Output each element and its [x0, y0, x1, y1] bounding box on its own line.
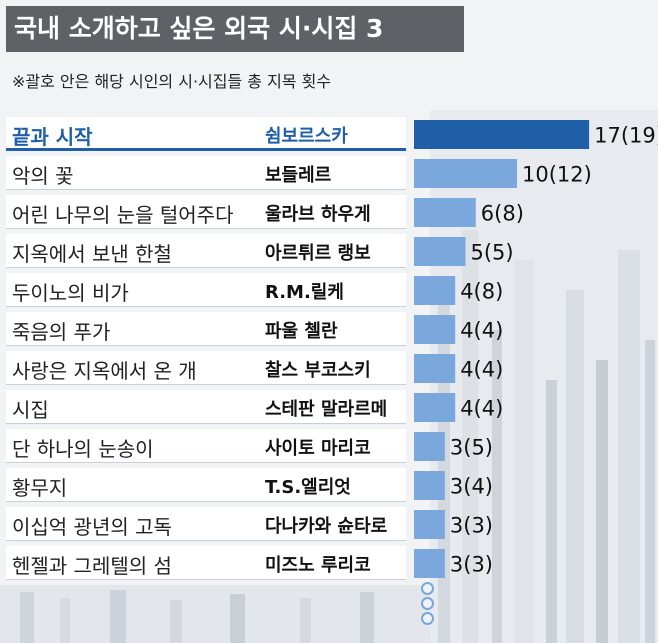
table-row: 악의 꽃 보들레르 [6, 156, 406, 190]
poet-name: 찰스 부코스키 [265, 360, 371, 381]
bar [414, 432, 445, 461]
poet-name: 사이토 마리코 [265, 438, 371, 459]
poem-title: 어린 나무의 눈을 털어주다 [12, 203, 234, 227]
bar-value-label: 3(4) [450, 475, 493, 499]
bar-value-label: 3(5) [450, 436, 493, 460]
poem-title: 지옥에서 보낸 한철 [12, 242, 172, 266]
poem-title: 두이노의 비가 [12, 281, 129, 305]
bar [414, 315, 456, 344]
bar-value-label: 4(4) [460, 397, 503, 421]
table-row: 사랑은 지옥에서 온 개 찰스 부코스키 [6, 351, 406, 385]
table-row: 어린 나무의 눈을 털어주다 울라브 하우게 [6, 195, 406, 229]
bar [414, 276, 456, 305]
bar [414, 549, 445, 578]
bar [414, 354, 456, 383]
chart-subtitle-note: ※괄호 안은 해당 시인의 시·시집들 총 지목 횟수 [12, 72, 332, 91]
bar-value-label: 3(3) [450, 514, 493, 538]
poem-title: 죽음의 푸가 [12, 320, 111, 344]
bar [414, 159, 517, 188]
bar [414, 510, 445, 539]
table-row: 두이노의 비가 R.M.릴케 [6, 273, 406, 307]
bar [414, 237, 466, 266]
poet-name: 보들레르 [265, 165, 332, 186]
table-row: 끝과 시작 쉼보르스카 [6, 117, 406, 151]
poem-title: 사랑은 지옥에서 온 개 [12, 359, 197, 383]
chart-title: 국내 소개하고 싶은 외국 시·시집 3 [6, 6, 464, 52]
table-row: 단 하나의 눈송이 사이토 마리코 [6, 429, 406, 463]
table-row: 황무지 T.S.엘리엇 [6, 468, 406, 502]
bar [414, 120, 590, 149]
poet-name: 아르튀르 랭보 [265, 243, 371, 264]
bars-layer: 17(19)10(12) 6(8) 5(5) 4(8) 4(4) 4(4) 4(4) 3(5)… [414, 120, 658, 578]
table-row: 시집 스테판 말라르메 [6, 390, 406, 424]
poem-title: 이십억 광년의 고독 [12, 515, 172, 539]
poem-title: 시집 [12, 398, 49, 422]
poet-name: 스테판 말라르메 [265, 399, 388, 420]
bar-value-label: 5(5) [471, 241, 514, 265]
table-row: 죽음의 푸가 파울 첼란 [6, 312, 406, 346]
poet-name: 파울 첼란 [265, 321, 338, 342]
bar-value-label: 10(12) [522, 163, 592, 187]
table-row: 이십억 광년의 고독 다나카와 슌타로 [6, 507, 406, 541]
bar-value-label: 4(4) [460, 358, 503, 382]
table-row: 헨젤과 그레텔의 섬 미즈노 루리코 [6, 546, 406, 580]
poem-title: 황무지 [12, 476, 68, 500]
bar-value-label: 4(8) [460, 280, 503, 304]
poet-name: 울라브 하우게 [265, 204, 371, 225]
poem-title: 악의 꽃 [12, 164, 74, 188]
poet-name: 다나카와 슌타로 [265, 516, 388, 537]
poem-title: 끝과 시작 [12, 125, 93, 149]
bar [414, 198, 476, 227]
bar-value-label: 4(4) [460, 319, 503, 343]
bar-value-label: 3(3) [450, 553, 493, 577]
bar-value-label: 6(8) [481, 202, 524, 226]
poet-name: R.M.릴케 [265, 282, 344, 303]
poet-name: 미즈노 루리코 [265, 555, 371, 576]
poet-name: 쉼보르스카 [265, 126, 348, 147]
bar [414, 471, 445, 500]
poem-title: 단 하나의 눈송이 [12, 437, 154, 461]
poem-title: 헨젤과 그레텔의 섬 [12, 554, 172, 578]
bar-value-label: 17(19) [594, 124, 658, 148]
poet-name: T.S.엘리엇 [265, 477, 351, 498]
bar [414, 393, 456, 422]
continuation-dots-icon [421, 582, 434, 627]
table-row: 지옥에서 보낸 한철 아르튀르 랭보 [6, 234, 406, 268]
